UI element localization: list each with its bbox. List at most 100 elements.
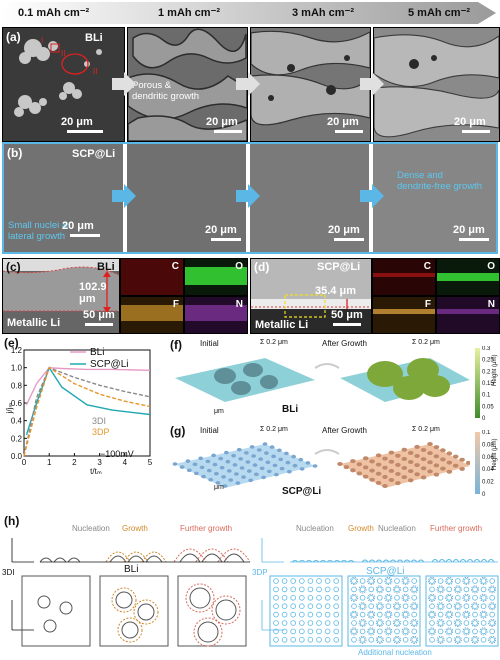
nucleus-dot: [252, 463, 258, 467]
eds-map-d-O: O: [436, 258, 500, 296]
scale-bar: [85, 323, 113, 326]
nucleus-ring: [402, 620, 409, 626]
nucleus-ring: [463, 620, 470, 626]
nucleus-dot: [420, 466, 427, 471]
nucleus-ring: [368, 603, 375, 609]
schematic-title-scpli: SCP@Li: [366, 566, 405, 577]
growth-ring: [358, 619, 367, 627]
nucleus-ring: [402, 628, 409, 635]
nucleus-dot: [262, 442, 268, 446]
nucleus-ring: [351, 620, 357, 626]
x-tick-label: 1: [47, 458, 52, 467]
nucleus-dot: [228, 478, 234, 482]
nucleus-dot: [459, 466, 465, 471]
nucleus-arc: [480, 559, 488, 563]
y-tick-label: 1.0: [11, 364, 23, 373]
nucleus-dot: [244, 451, 249, 455]
nucleus-dot: [395, 453, 401, 458]
nucleus-ring: [437, 603, 444, 609]
nucleus-arc: [403, 559, 411, 563]
nucleus-dot: [427, 469, 433, 474]
growth-ring: [350, 577, 358, 585]
series-line-bli: [25, 366, 151, 406]
nucleus-dot: [185, 459, 191, 463]
nucleus-ring: [359, 637, 366, 643]
nucleus-ring: [480, 603, 487, 609]
capacity-label-1: 0.1 mAh cm⁻²: [18, 7, 90, 19]
growth-ring: [436, 585, 445, 594]
nucleus-dot: [312, 464, 318, 468]
z-scale-label: Σ 0.2 μm: [260, 339, 288, 346]
nucleus-dot: [192, 462, 198, 467]
nucleus-ring: [273, 637, 279, 643]
nucleus-ring: [368, 578, 375, 584]
sem-texture: [373, 144, 496, 252]
nucleus-ring: [273, 595, 279, 601]
nucleus-ring: [273, 578, 279, 584]
growth-ring: [445, 577, 454, 585]
nucleus-ring: [463, 637, 470, 643]
nucleus-arc: [466, 559, 474, 563]
growth-ring: [428, 577, 436, 585]
nucleus-ring: [368, 611, 375, 618]
nucleus-ring: [307, 586, 314, 593]
nucleus-ring: [489, 611, 496, 618]
nucleus-ring: [411, 620, 418, 626]
nucleus-ring: [281, 595, 288, 601]
nucleus-ring: [472, 637, 478, 643]
nucleus-dot: [382, 465, 388, 470]
nucleus-arc: [333, 560, 341, 563]
nucleus-arc: [326, 560, 334, 563]
nucleus-arc: [305, 560, 313, 563]
nucleus-dot: [246, 469, 252, 473]
sem-texture: [3, 259, 119, 333]
nucleus-dot: [239, 466, 245, 470]
element-label: C: [423, 261, 431, 272]
nucleus-dot: [420, 448, 427, 452]
nucleus-ring: [281, 578, 288, 584]
z-scale-label: Σ 0.2 μm: [260, 426, 288, 433]
nucleus-arc: [389, 559, 397, 563]
nucleus-ring: [298, 628, 305, 635]
z-scale-label: Σ 0.2 μm: [412, 339, 440, 346]
sample-label-scpli: SCP@Li: [317, 261, 361, 273]
afm-bli-3d: [175, 358, 470, 402]
nucleus-dot: [465, 460, 470, 465]
colorbar-tick-label: 0.04: [482, 467, 494, 473]
nucleus-arc: [375, 559, 383, 563]
nucleus-dot: [414, 454, 420, 458]
nucleus-dot: [179, 465, 185, 469]
nucleus-dot: [446, 451, 453, 456]
nucleus-ring: [402, 637, 409, 643]
y-tick-label: 0.4: [11, 417, 23, 426]
x-tick-label: 5: [148, 458, 153, 467]
nucleus-ring: [324, 611, 331, 618]
growth-ring: [488, 585, 497, 594]
colorbar-tick-label: 0.02: [482, 480, 494, 486]
growth-ring: [471, 602, 479, 611]
nucleus-ring: [281, 611, 288, 618]
eds-map-c-O: O: [184, 258, 248, 296]
eds-map-c-C: C: [120, 258, 184, 296]
nucleus-dot: [369, 468, 375, 473]
nucleus-ring: [463, 611, 470, 618]
nucleus-ring: [429, 603, 435, 609]
nucleus-ring: [376, 637, 383, 643]
nucleus-dot: [350, 459, 356, 464]
nucleus-ring: [385, 611, 392, 618]
growth-ring: [350, 627, 358, 636]
arrow-right-icon: [236, 184, 260, 208]
nucleus-ring: [333, 637, 340, 643]
scale-text: 20 μm: [453, 224, 485, 236]
nucleus-ring: [489, 628, 496, 635]
nucleus-ring: [463, 578, 470, 584]
colorbar-tick-label: 0.15: [482, 381, 494, 387]
scale-bar: [462, 130, 490, 133]
colorbar-tick-label: 0.25: [482, 358, 494, 364]
nucleus-dot: [259, 466, 265, 471]
nucleus-dot: [265, 460, 271, 465]
nucleus-dot: [407, 469, 414, 474]
nucleus-ring: [290, 603, 297, 609]
eds-map-d-N: N: [436, 296, 500, 334]
